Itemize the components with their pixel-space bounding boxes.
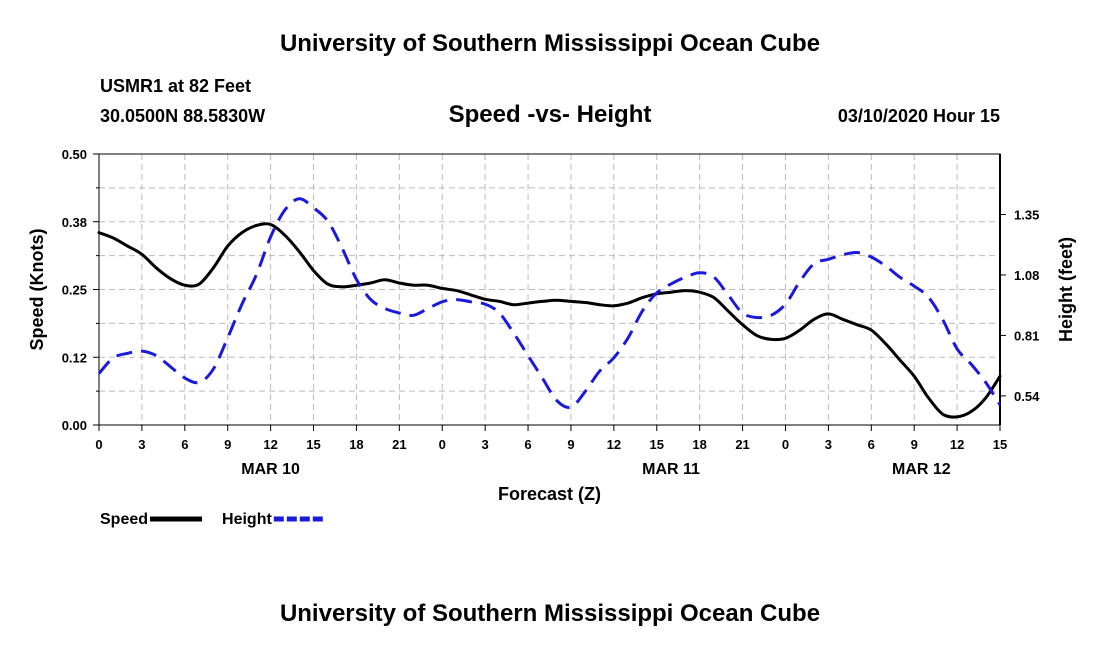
date-label: MAR 11 bbox=[642, 461, 700, 478]
x-tick-label: 15 bbox=[306, 437, 320, 452]
x-tick-label: 0 bbox=[782, 437, 789, 452]
station-label: USMR1 at 82 Feet bbox=[100, 76, 252, 96]
x-tick-label: 9 bbox=[224, 437, 231, 452]
series-line-speed bbox=[97, 222, 1002, 419]
plot-title: Speed -vs- Height bbox=[448, 101, 652, 128]
y-tick-label-right: 1.35 bbox=[1014, 207, 1039, 222]
y-tick-label-right: 0.54 bbox=[1014, 389, 1040, 404]
y-axis-label-right: Height (feet) bbox=[1056, 237, 1076, 342]
date-label: MAR 10 bbox=[241, 461, 300, 478]
x-tick-label: 9 bbox=[567, 437, 574, 452]
y-tick-label-left: 0.25 bbox=[62, 283, 87, 298]
x-tick-label: 3 bbox=[825, 437, 832, 452]
x-tick-label: 0 bbox=[439, 437, 446, 452]
x-axis-label: Forecast (Z) bbox=[498, 484, 601, 504]
x-tick-label: 12 bbox=[607, 437, 621, 452]
chart-title-bottom: University of Southern Mississippi Ocean… bbox=[279, 600, 821, 627]
y-tick-label-left: 0.50 bbox=[62, 147, 87, 162]
legend-label-height: Height bbox=[222, 511, 272, 528]
chart-title-top: University of Southern Mississippi Ocean… bbox=[279, 30, 821, 57]
x-tick-label: 18 bbox=[692, 437, 706, 452]
x-tick-label: 6 bbox=[868, 437, 875, 452]
coordinates-label: 30.0500N 88.5830W bbox=[100, 106, 266, 126]
x-tick-label: 3 bbox=[482, 437, 489, 452]
x-tick-label: 3 bbox=[138, 437, 145, 452]
x-tick-label: 6 bbox=[524, 437, 531, 452]
y-tick-label-left: 0.38 bbox=[62, 215, 87, 230]
legend-label-speed: Speed bbox=[100, 511, 148, 528]
x-tick-label: 21 bbox=[392, 437, 406, 452]
y-tick-label-right: 1.08 bbox=[1014, 268, 1039, 283]
x-tick-label: 12 bbox=[950, 437, 964, 452]
y-axis-label-left: Speed (Knots) bbox=[27, 228, 47, 350]
x-tick-label: 9 bbox=[911, 437, 918, 452]
x-tick-label: 12 bbox=[263, 437, 277, 452]
x-tick-label: 18 bbox=[349, 437, 363, 452]
x-tick-label: 15 bbox=[650, 437, 664, 452]
forecast-datetime: 03/10/2020 Hour 15 bbox=[837, 106, 1000, 126]
x-tick-label: 0 bbox=[95, 437, 102, 452]
y-tick-label-right: 0.81 bbox=[1014, 328, 1039, 343]
x-tick-label: 6 bbox=[181, 437, 188, 452]
y-tick-label-left: 0.00 bbox=[62, 418, 87, 433]
date-label: MAR 12 bbox=[892, 461, 951, 478]
series-line-height bbox=[97, 197, 1002, 409]
y-tick-label-left: 0.12 bbox=[62, 350, 87, 365]
x-tick-label: 21 bbox=[735, 437, 749, 452]
x-tick-label: 15 bbox=[993, 437, 1007, 452]
